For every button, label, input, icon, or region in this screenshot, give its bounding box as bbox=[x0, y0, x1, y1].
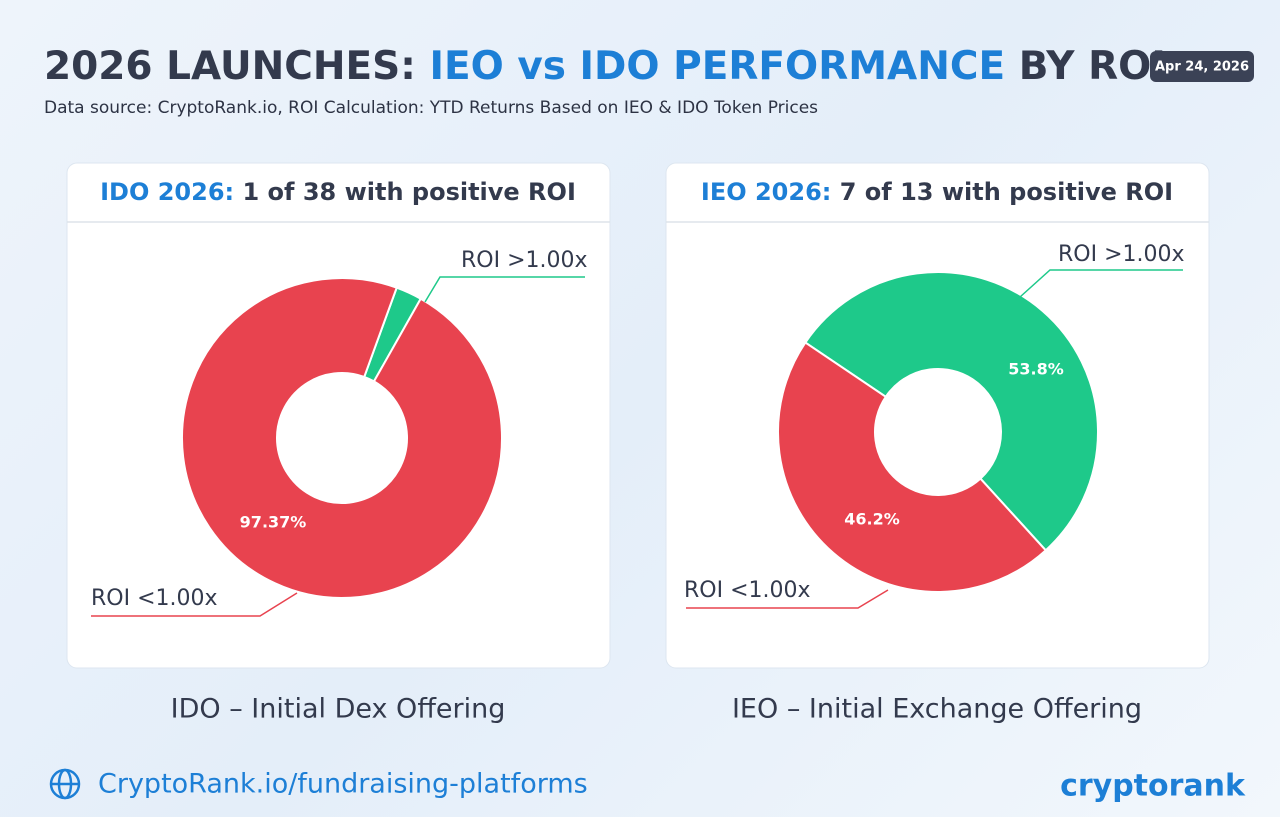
donut-slice bbox=[777, 341, 1048, 593]
footer-link[interactable]: CryptoRank.io/fundraising-platforms bbox=[98, 769, 588, 800]
panel-title-part: 1 of 38 with positive ROI bbox=[234, 178, 576, 206]
panel-title-part: 7 of 13 with positive ROI bbox=[831, 178, 1173, 206]
slice-label: ROI <1.00x bbox=[684, 578, 811, 603]
title-part: BY ROI bbox=[1005, 44, 1166, 89]
leader-line bbox=[91, 592, 298, 617]
brand: cryptorank bbox=[1060, 769, 1246, 804]
panel-title: IEO 2026: 7 of 13 with positive ROI bbox=[701, 178, 1173, 206]
title-part: IEO vs IDO PERFORMANCE bbox=[429, 44, 1005, 89]
globe-icon bbox=[49, 768, 81, 800]
panel-title-part: IEO 2026: bbox=[701, 178, 831, 206]
slice-label: ROI >1.00x bbox=[1058, 242, 1185, 267]
value-label: 97.37% bbox=[240, 513, 307, 532]
date: Apr 24, 2026 bbox=[1155, 60, 1249, 75]
value-label: 53.8% bbox=[1008, 360, 1064, 379]
panel bbox=[66, 162, 611, 669]
caption: IDO – Initial Dex Offering bbox=[171, 694, 506, 725]
donut-slice bbox=[803, 270, 1099, 552]
leader-line bbox=[1019, 269, 1183, 298]
caption: IEO – Initial Exchange Offering bbox=[732, 694, 1142, 725]
panel-title-part: IDO 2026: bbox=[100, 178, 234, 206]
date-badge bbox=[1150, 51, 1254, 82]
donut-slice bbox=[181, 277, 503, 599]
subtitle: Data source: CryptoRank.io, ROI Calculat… bbox=[44, 98, 818, 118]
title-part: 2026 LAUNCHES: bbox=[44, 44, 429, 89]
leader-line bbox=[686, 589, 889, 609]
leader-line bbox=[424, 276, 585, 303]
panel-title: IDO 2026: 1 of 38 with positive ROI bbox=[100, 178, 576, 206]
slice-label: ROI <1.00x bbox=[91, 586, 218, 611]
slice-label: ROI >1.00x bbox=[461, 248, 588, 273]
value-label: 46.2% bbox=[844, 510, 900, 529]
panel bbox=[665, 162, 1210, 669]
main-title: 2026 LAUNCHES: IEO vs IDO PERFORMANCE BY… bbox=[44, 44, 1166, 89]
